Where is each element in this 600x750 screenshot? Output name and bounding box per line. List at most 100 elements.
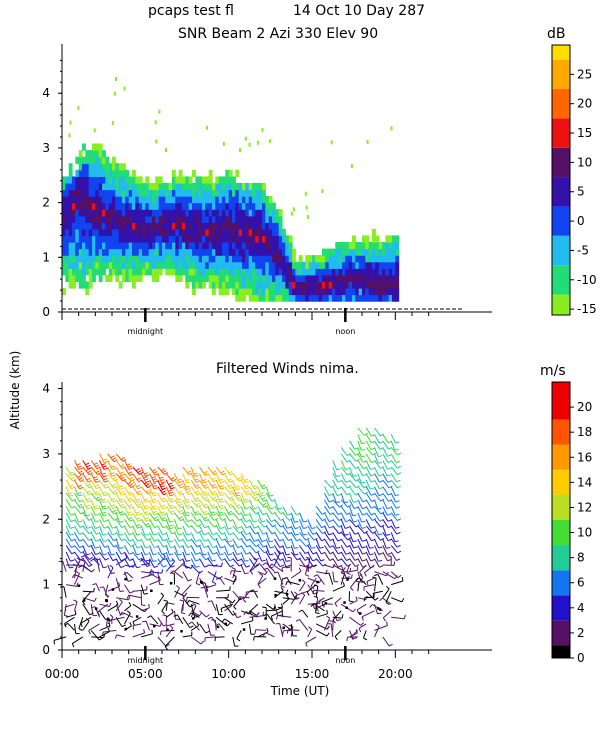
snr-cell bbox=[248, 268, 253, 276]
snr-cell bbox=[318, 268, 323, 276]
snr-cell bbox=[172, 255, 176, 263]
wind-barb-feather bbox=[126, 463, 131, 466]
snr-cell bbox=[62, 202, 66, 210]
wind-barb bbox=[72, 636, 84, 645]
wind-barb bbox=[74, 532, 80, 542]
wind-barb-feather bbox=[352, 637, 358, 640]
wind-barb bbox=[328, 572, 334, 585]
wind-barb-feather bbox=[378, 546, 383, 549]
wind-barb-feather bbox=[227, 527, 232, 530]
snr-cell bbox=[258, 287, 263, 296]
snr-cell bbox=[392, 242, 396, 250]
snr-cell bbox=[195, 281, 200, 289]
wind-barb-feather bbox=[128, 513, 133, 516]
wind-barb-feather bbox=[326, 632, 330, 637]
wind-barb-feather bbox=[220, 507, 225, 510]
wind-barb-feather bbox=[310, 585, 315, 590]
wind-barb bbox=[190, 505, 197, 516]
wind-barb bbox=[390, 466, 398, 476]
snr-cell bbox=[105, 222, 110, 230]
snr-cell bbox=[208, 281, 213, 289]
wind-barb-feather bbox=[346, 576, 351, 579]
snr-cell bbox=[395, 274, 400, 282]
snr-cell bbox=[268, 294, 273, 302]
wind-barb bbox=[390, 545, 398, 554]
snr-cell bbox=[148, 242, 153, 250]
wind-barb-feather bbox=[352, 540, 358, 543]
snr-cell bbox=[345, 274, 350, 282]
snr-cell bbox=[148, 228, 153, 237]
wind-barb-feather bbox=[378, 533, 383, 536]
snr-cell bbox=[145, 268, 150, 276]
wind-barb bbox=[390, 473, 398, 483]
wind-barb-feather bbox=[394, 540, 399, 543]
snr-cell bbox=[122, 261, 126, 269]
wind-barb-feather bbox=[374, 573, 379, 577]
wind-barb bbox=[365, 447, 373, 456]
wind-barb-feather bbox=[163, 599, 168, 602]
wind-barb bbox=[182, 532, 188, 542]
wind-barb-feather bbox=[151, 498, 157, 501]
wind-barb bbox=[74, 460, 80, 470]
snr-cell bbox=[242, 222, 246, 230]
wind-barb-feather bbox=[219, 485, 224, 488]
wind-barb bbox=[190, 525, 199, 534]
snr-cell bbox=[222, 287, 226, 296]
snr-cell bbox=[62, 235, 66, 243]
wind-barb-feather bbox=[88, 630, 91, 635]
wind-barb-feather bbox=[95, 513, 100, 516]
wind-barb-feather bbox=[255, 550, 260, 554]
wind-barb bbox=[82, 558, 90, 567]
snr-cell bbox=[162, 182, 166, 191]
snr-cell bbox=[362, 255, 366, 263]
wind-barb bbox=[274, 551, 281, 561]
wind-barb bbox=[90, 538, 96, 549]
wind-barb-feather bbox=[103, 540, 108, 543]
snr-cell bbox=[92, 163, 96, 171]
wind-barb bbox=[124, 525, 130, 535]
wind-barb-feather bbox=[119, 488, 124, 490]
snr-cell bbox=[278, 274, 283, 282]
wind-barb-feather bbox=[221, 472, 226, 476]
wind-barb bbox=[124, 473, 132, 482]
snr-cell bbox=[215, 228, 220, 237]
snr-cell bbox=[75, 255, 80, 263]
snr-cell bbox=[95, 222, 100, 230]
snr-cell bbox=[72, 274, 76, 282]
snr-cell bbox=[165, 189, 170, 197]
winds-plot-area bbox=[53, 427, 406, 650]
snr-cell bbox=[168, 189, 173, 197]
winds-colorbar-band bbox=[552, 419, 570, 445]
wind-barb bbox=[99, 551, 106, 561]
snr-cell bbox=[178, 196, 183, 204]
wind-barb bbox=[382, 538, 387, 549]
wind-barb bbox=[282, 519, 288, 529]
snr-cell bbox=[188, 261, 193, 269]
snr-cell bbox=[138, 176, 143, 184]
wind-barb bbox=[190, 532, 196, 542]
snr-cell bbox=[92, 242, 96, 250]
wind-barb bbox=[363, 584, 375, 588]
wind-barb-feather bbox=[87, 466, 92, 470]
wind-barb-feather bbox=[195, 565, 200, 568]
wind-barb bbox=[74, 492, 81, 502]
calm-wind-marker bbox=[77, 584, 81, 587]
snr-cell bbox=[215, 248, 220, 256]
wind-barb-feather bbox=[162, 499, 167, 503]
snr-cell bbox=[88, 222, 93, 230]
snr-cell bbox=[208, 268, 213, 276]
wind-barb-feather bbox=[342, 582, 345, 587]
wind-barb bbox=[149, 492, 154, 503]
wind-barb bbox=[90, 525, 97, 535]
wind-barb-feather bbox=[229, 564, 234, 568]
wind-barb bbox=[299, 551, 306, 561]
snr-cell bbox=[68, 281, 73, 289]
snr-cell bbox=[328, 281, 333, 289]
snr-cell bbox=[138, 222, 143, 230]
wind-barb-feather bbox=[202, 510, 208, 514]
calm-wind-marker bbox=[169, 582, 173, 585]
wind-barb bbox=[64, 616, 75, 625]
snr-cell bbox=[245, 182, 250, 191]
snr-cell bbox=[138, 228, 143, 237]
